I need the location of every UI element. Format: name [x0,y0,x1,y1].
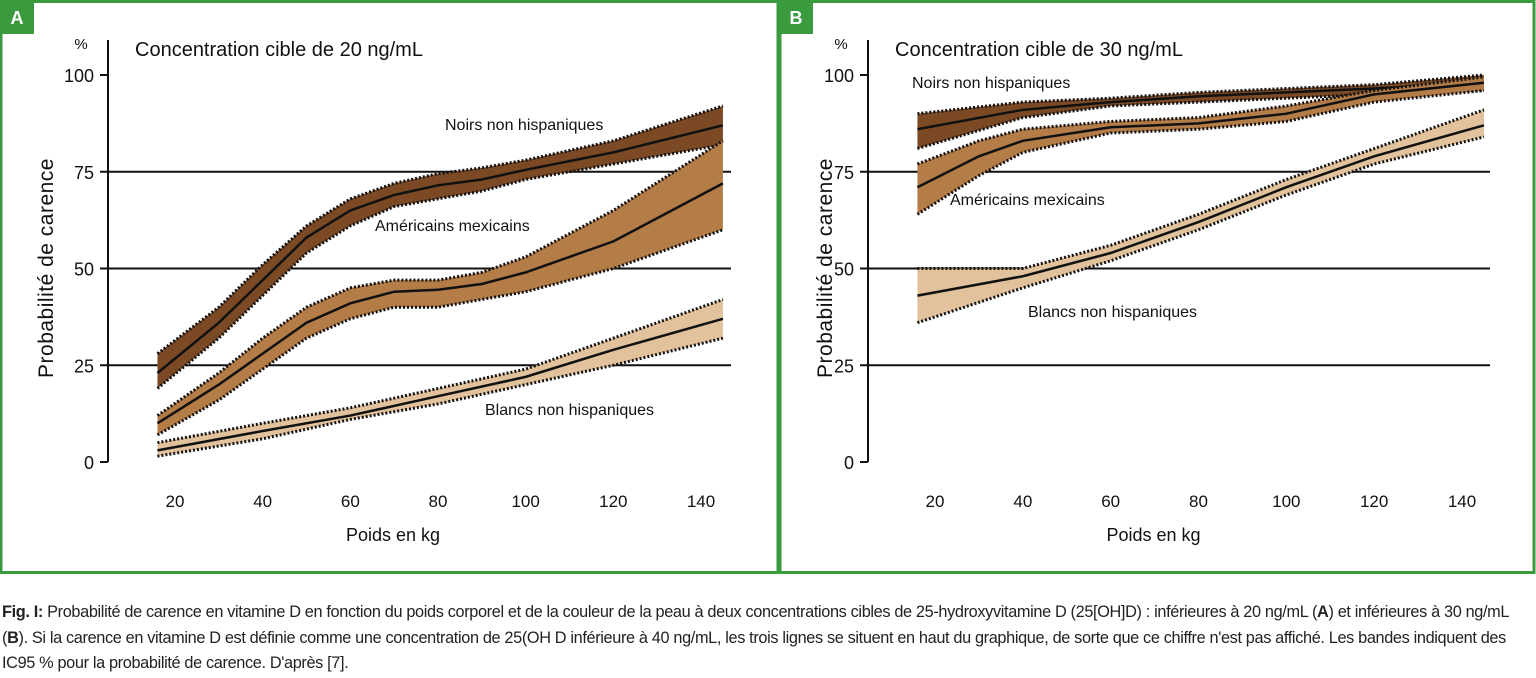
x-tick-label: 20 [166,492,185,511]
series-am-ricains-mexicains: Américains mexicains [156,139,724,437]
y-tick-label: 0 [844,453,854,473]
x-tick-label: 80 [429,492,448,511]
ci-band [917,109,1484,323]
chart-title: Concentration cible de 20 ng/mL [135,39,423,61]
ci-lower-line [916,88,1485,216]
ci-upper-line [156,104,724,355]
y-tick-label: 75 [834,163,854,183]
panel-label-box [779,0,813,34]
series-blancs-non-hispaniques: Blancs non hispaniques [157,298,724,458]
ci-lower-line [916,135,1485,325]
x-tick-label: 80 [1189,492,1208,511]
chart-panel-b: B% Concentration cible de 30 ng/mL 0 25 50 75… [778,0,1536,574]
chart-panel-a: A% Concentration cible de 20 ng/mL 0 25 50 75… [0,0,780,574]
ci-band [157,299,723,457]
panel-border [778,0,1536,574]
x-axis-label: Poids en kg [1106,525,1200,545]
ci-upper-line [157,298,724,445]
series-line [156,182,724,425]
series-label: Blancs non hispaniques [1028,304,1197,321]
series-label: Blancs non hispaniques [485,402,654,419]
x-tick-label: 20 [926,492,945,511]
ci-upper-line [916,75,1485,166]
x-tick-label: 60 [341,492,360,511]
panel-label-box [0,0,34,34]
y-tick-label: 75 [74,163,94,183]
figure-caption: Fig. I: Probabilité de carence en vitami… [2,600,1534,677]
x-axis-label: Poids en kg [346,525,440,545]
ci-band [917,75,1484,149]
x-tick-label: 120 [1360,492,1388,511]
x-tick-label: 40 [1013,492,1032,511]
series-line [916,81,1485,189]
panel-border [0,0,780,574]
ci-band [917,76,1484,215]
x-tick-label: 120 [599,492,627,511]
series-label: Américains mexicains [375,218,530,235]
y-tick-label: 25 [74,356,94,376]
y-axis-label: Probabilité de carence [35,158,58,378]
caption-text-1: Probabilité de carence en vitamine D en … [42,603,1318,621]
x-tick-label: 140 [1448,492,1476,511]
series-line [917,124,1485,297]
x-tick-label: 100 [1272,492,1300,511]
series-label: Noirs non hispaniques [445,117,603,134]
ci-band [157,105,723,389]
y-tick-label: 50 [74,260,94,280]
ci-band [157,140,723,435]
panel-label: A [11,8,24,28]
x-tick-label: 140 [687,492,715,511]
series-am-ricains-mexicains: Américains mexicains [916,75,1485,216]
panel-label: B [790,8,803,28]
ci-lower-line [156,143,724,390]
figure: A% Concentration cible de 20 ng/mL 0 25 50 75… [0,0,1536,574]
caption-text-2: ) et inférieures à 30 ng/mL ( [2,603,1509,647]
x-tick-label: 60 [1101,492,1120,511]
caption-bold-b: B [7,628,19,647]
y-unit-label: % [834,36,847,53]
y-axis-label: Probabilité de carence [814,158,837,378]
y-unit-label: % [74,36,87,53]
series-label: Américains mexicains [950,192,1105,209]
y-tick-label: 25 [834,356,854,376]
series-blancs-non-hispaniques: Blancs non hispaniques [916,108,1485,325]
series-noirs-non-hispaniques: Noirs non hispaniques [912,73,1485,150]
series-line [917,81,1485,131]
series-label: Noirs non hispaniques [912,75,1070,92]
ci-upper-line [917,108,1485,270]
caption-bold-a: A [1317,603,1329,621]
x-tick-label: 40 [253,492,272,511]
caption-label: Fig. I: [2,603,43,621]
x-tick-label: 100 [511,492,539,511]
y-tick-label: 100 [64,66,94,86]
series-noirs-non-hispaniques: Noirs non hispaniques [156,104,724,390]
ci-lower-line [917,88,1485,150]
y-tick-label: 50 [834,260,854,280]
ci-upper-line [156,139,724,417]
ci-lower-line [157,336,724,458]
y-tick-label: 0 [84,453,94,473]
caption-text-3: ). Si la carence en vitamine D est défin… [2,628,1506,673]
chart-title: Concentration cible de 30 ng/mL [895,39,1183,61]
y-tick-label: 100 [824,66,854,86]
series-line [157,317,724,452]
series-line [156,124,724,374]
ci-upper-line [917,73,1485,116]
